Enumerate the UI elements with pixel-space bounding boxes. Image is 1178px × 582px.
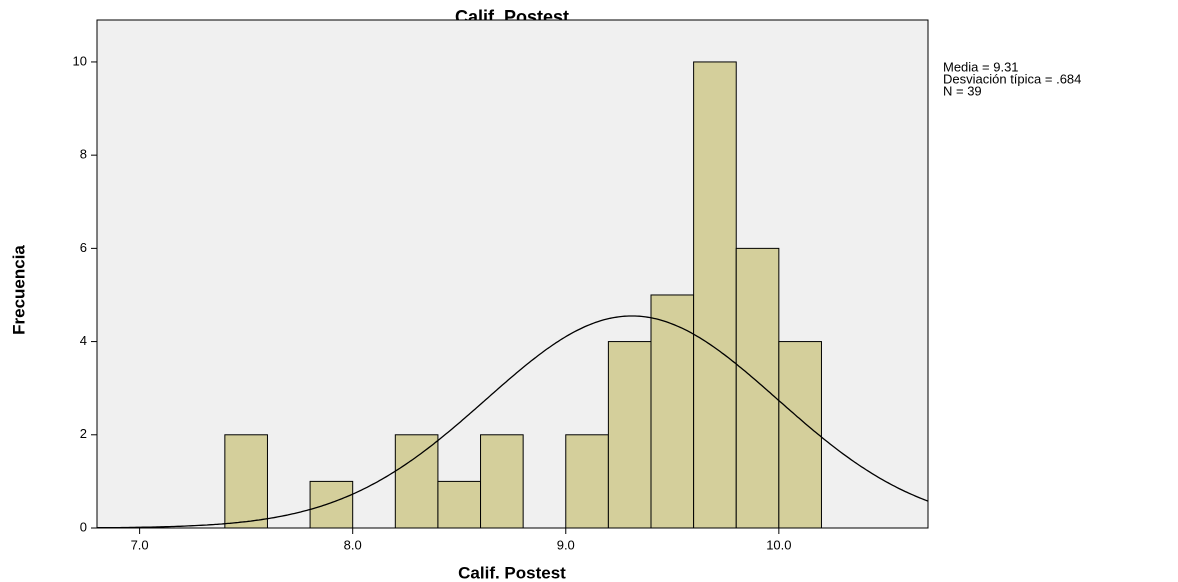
bar	[565, 434, 609, 529]
y-tick-label: 4	[80, 333, 87, 348]
x-tick-label: 10.0	[766, 537, 791, 552]
x-tick-label: 8.0	[344, 537, 362, 552]
bar	[480, 434, 524, 529]
x-tick-label: 9.0	[557, 537, 575, 552]
bar	[309, 480, 354, 529]
bar	[394, 434, 439, 529]
normal-curve	[97, 315, 929, 529]
stats-label: N = 39	[943, 83, 982, 98]
y-axis-label: Frecuencia	[9, 245, 28, 335]
bar	[437, 480, 482, 529]
stats-label: Desviación típica = .684	[943, 71, 1081, 86]
y-tick-label: 6	[80, 240, 87, 255]
x-axis-label: Calif. Postest	[458, 563, 566, 582]
bar	[650, 294, 695, 529]
y-tick-label: 0	[80, 519, 87, 534]
y-tick-label: 10	[73, 53, 87, 68]
bar	[778, 341, 822, 529]
bar	[607, 341, 652, 529]
y-tick-label: 8	[80, 147, 87, 162]
x-tick-label: 7.0	[131, 537, 149, 552]
bar	[735, 247, 780, 529]
stats-label: Media = 9.31	[943, 59, 1019, 74]
y-tick-label: 2	[80, 426, 87, 441]
bar	[693, 61, 737, 529]
bar	[224, 434, 268, 529]
